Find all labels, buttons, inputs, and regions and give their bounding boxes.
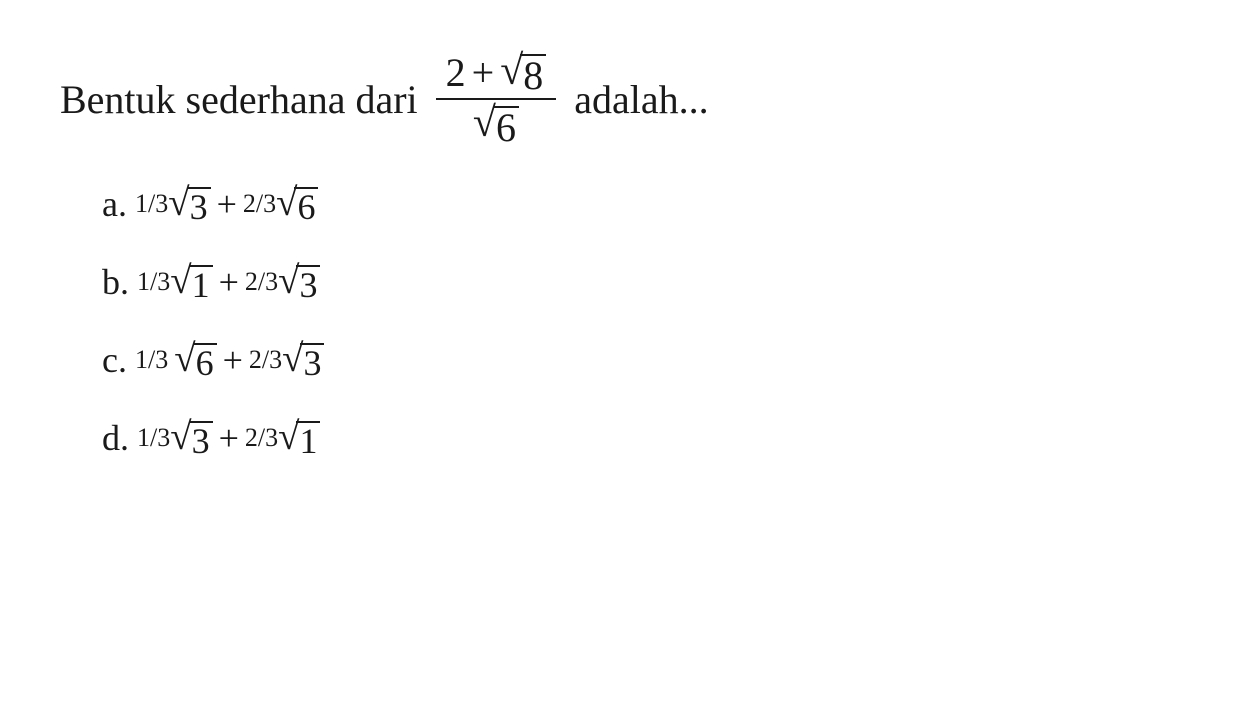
- option-c-term2-sqrt: √ 3: [282, 340, 324, 381]
- option-d-term2-frac: 2/3: [245, 423, 278, 453]
- option-b-term2-sqrt: √ 3: [278, 262, 320, 303]
- option-d: d. 1/3 √ 3 + 2/3 √ 1: [102, 417, 1194, 459]
- option-letter: c.: [102, 339, 127, 381]
- expression-fraction: 2 + √ 8 √ 6: [436, 50, 557, 148]
- numerator-sqrt-arg: 8: [520, 54, 546, 96]
- numerator-operator: +: [472, 51, 495, 95]
- question-row: Bentuk sederhana dari 2 + √ 8 √ 6 adalah…: [60, 50, 1194, 148]
- option-a: a. 1/3 √ 3 + 2/3 √ 6: [102, 183, 1194, 225]
- option-a-term1-sqrt-arg: 3: [187, 187, 211, 225]
- option-a-term2-frac: 2/3: [243, 189, 276, 219]
- option-b-term1-frac: 1/3: [137, 267, 170, 297]
- option-b: b. 1/3 √ 1 + 2/3 √ 3: [102, 261, 1194, 303]
- option-a-term2-sqrt-arg: 6: [294, 187, 318, 225]
- option-b-term2-sqrt-arg: 3: [296, 265, 320, 303]
- option-b-term1-sqrt-arg: 1: [189, 265, 213, 303]
- fraction-numerator: 2 + √ 8: [436, 50, 557, 98]
- question-prefix: Bentuk sederhana dari: [60, 76, 418, 123]
- numerator-sqrt: √ 8: [500, 50, 546, 96]
- option-d-term1-sqrt: √ 3: [170, 418, 212, 459]
- option-c-term1-frac: 1/3: [135, 345, 168, 375]
- option-a-term1-sqrt: √ 3: [168, 184, 210, 225]
- denominator-sqrt: √ 6: [473, 102, 519, 148]
- option-b-term2-frac: 2/3: [245, 267, 278, 297]
- option-d-op: +: [219, 417, 239, 459]
- option-c-term1-sqrt-arg: 6: [193, 343, 217, 381]
- question-suffix: adalah...: [574, 76, 708, 123]
- option-letter: a.: [102, 183, 127, 225]
- fraction-denominator: √ 6: [463, 100, 529, 148]
- denominator-sqrt-arg: 6: [493, 106, 519, 148]
- option-b-term1-sqrt: √ 1: [170, 262, 212, 303]
- option-d-term2-sqrt-arg: 1: [296, 421, 320, 459]
- option-d-term2-sqrt: √ 1: [278, 418, 320, 459]
- option-a-term1-frac: 1/3: [135, 189, 168, 219]
- option-c-op: +: [223, 339, 243, 381]
- options-list: a. 1/3 √ 3 + 2/3 √ 6 b. 1/3 √ 1 + 2/3 √ …: [60, 183, 1194, 459]
- option-a-op: +: [217, 183, 237, 225]
- option-d-term1-sqrt-arg: 3: [189, 421, 213, 459]
- option-c: c. 1/3 √ 6 + 2/3 √ 3: [102, 339, 1194, 381]
- option-b-op: +: [219, 261, 239, 303]
- option-letter: b.: [102, 261, 129, 303]
- option-a-term2-sqrt: √ 6: [276, 184, 318, 225]
- option-c-term2-sqrt-arg: 3: [300, 343, 324, 381]
- option-c-term2-frac: 2/3: [249, 345, 282, 375]
- option-c-term1-sqrt: √ 6: [174, 340, 216, 381]
- option-letter: d.: [102, 417, 129, 459]
- option-d-term1-frac: 1/3: [137, 423, 170, 453]
- numerator-constant: 2: [446, 51, 466, 95]
